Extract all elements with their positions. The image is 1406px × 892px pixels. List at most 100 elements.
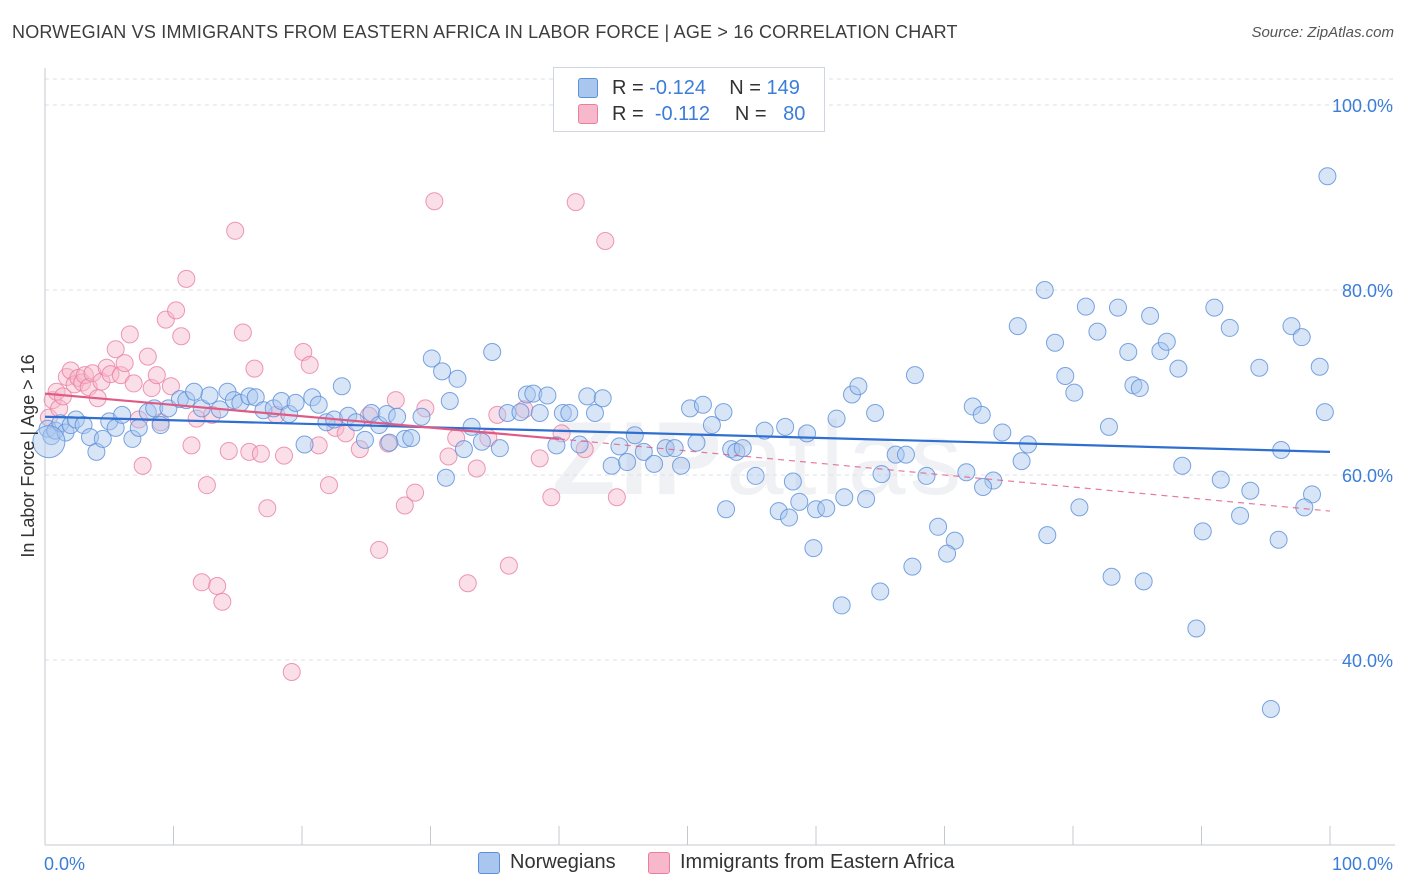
pink-point xyxy=(300,355,319,374)
series-legend-norwegians[interactable]: Norwegians xyxy=(478,851,616,874)
blue-point xyxy=(578,387,597,406)
pink-point xyxy=(395,496,414,515)
blue-point xyxy=(123,429,142,448)
y-tick-label: 60.0% xyxy=(1342,466,1393,486)
blue-point xyxy=(1012,452,1031,471)
blue-point xyxy=(917,466,936,485)
blue-point xyxy=(113,405,132,424)
blue-point xyxy=(547,436,566,455)
blue-point xyxy=(1099,417,1118,436)
y-tick-label: 40.0% xyxy=(1342,651,1393,671)
blue-point xyxy=(448,369,467,388)
pink-point xyxy=(275,446,294,465)
legend-n-value: 149 xyxy=(766,76,800,99)
blue-point xyxy=(570,435,589,454)
blue-point xyxy=(687,433,706,452)
pink-point xyxy=(133,456,152,475)
blue-point xyxy=(957,463,976,482)
pink-point xyxy=(251,444,270,463)
y-axis-label: In Labor Force | Age > 16 xyxy=(18,354,38,557)
x-tick-label-max: 100.0% xyxy=(1332,854,1393,874)
blue-point xyxy=(1035,281,1054,299)
blue-point xyxy=(871,582,890,601)
blue-point xyxy=(783,472,802,491)
blue-point xyxy=(1205,298,1224,317)
blue-point xyxy=(733,439,752,458)
blue-point xyxy=(849,377,868,396)
blue-point xyxy=(645,454,664,473)
blue-point xyxy=(1211,470,1230,489)
blue-point xyxy=(498,404,517,423)
blue-point xyxy=(490,439,509,458)
pink-point xyxy=(240,442,259,461)
blue-point xyxy=(746,466,765,485)
trend-lines xyxy=(44,392,1331,512)
blue-point xyxy=(1241,481,1260,500)
blue-point xyxy=(129,418,148,437)
blue-point xyxy=(93,429,112,448)
axes xyxy=(44,68,1395,846)
blue-point xyxy=(395,429,414,448)
pink-point xyxy=(147,366,166,385)
pink-point xyxy=(467,459,486,478)
blue-point xyxy=(1056,367,1075,386)
blue-point xyxy=(857,490,876,509)
series-legend-immigrants[interactable]: Immigrants from Eastern Africa xyxy=(648,851,955,874)
pink-point xyxy=(233,323,252,342)
blue-point xyxy=(440,392,459,410)
tick-labels: 40.0% 60.0% 80.0% 100.0% 0.0% 100.0% In Labor … xyxy=(18,96,1393,874)
pink-point xyxy=(172,327,191,346)
series-legend: Norwegians Immigrants from Eastern Afric… xyxy=(0,851,1406,879)
pink-point xyxy=(370,540,389,559)
blue-point xyxy=(625,426,644,445)
blue-point xyxy=(380,433,399,452)
blue-point xyxy=(618,453,637,472)
pink-point xyxy=(282,663,301,682)
pink-point xyxy=(607,488,626,507)
legend-r-value: -0.124 xyxy=(649,76,706,99)
blue-point xyxy=(804,539,823,558)
pink-point xyxy=(187,409,206,428)
blue-point-large xyxy=(32,425,66,459)
blue-point xyxy=(602,456,621,475)
blue-point xyxy=(1310,357,1329,376)
blue-point xyxy=(332,377,351,396)
blue-point xyxy=(1038,526,1057,545)
pink-point xyxy=(192,573,211,592)
blue-point xyxy=(776,417,795,436)
blue-point xyxy=(170,390,189,409)
pink-point xyxy=(439,447,458,466)
source-credit: Source: ZipAtlas.com xyxy=(1251,24,1394,41)
pink-point xyxy=(106,340,125,359)
legend-swatch-blue xyxy=(578,78,598,98)
pink-point xyxy=(530,449,549,468)
blue-point xyxy=(462,417,481,436)
pink-point xyxy=(213,592,232,611)
legend-r-label: R = xyxy=(612,102,644,125)
pink-point xyxy=(208,577,227,595)
blue-point xyxy=(717,500,736,519)
blue-point xyxy=(524,384,543,403)
pink-point xyxy=(182,436,201,455)
blue-point xyxy=(610,437,629,456)
blue-point xyxy=(790,492,809,511)
blue-point xyxy=(560,404,579,423)
blue-point xyxy=(693,395,712,414)
pink-point xyxy=(245,359,264,378)
blue-point xyxy=(1102,567,1121,586)
blue-point xyxy=(972,405,991,424)
pink-point xyxy=(111,366,130,385)
blue-point xyxy=(1318,167,1337,186)
blue-point xyxy=(483,342,502,361)
blue-point xyxy=(1065,383,1084,402)
blue-point xyxy=(993,423,1012,442)
blue-point xyxy=(1173,456,1192,475)
pink-point xyxy=(219,441,238,460)
blue-point xyxy=(553,404,572,423)
series-label-norwegians: Norwegians xyxy=(510,851,616,873)
blue-point xyxy=(1119,342,1138,361)
blue-point xyxy=(454,440,473,459)
series-label-immigrants: Immigrants from Eastern Africa xyxy=(680,851,955,873)
legend-n-value: 80 xyxy=(783,102,806,125)
pink-point xyxy=(406,483,425,502)
